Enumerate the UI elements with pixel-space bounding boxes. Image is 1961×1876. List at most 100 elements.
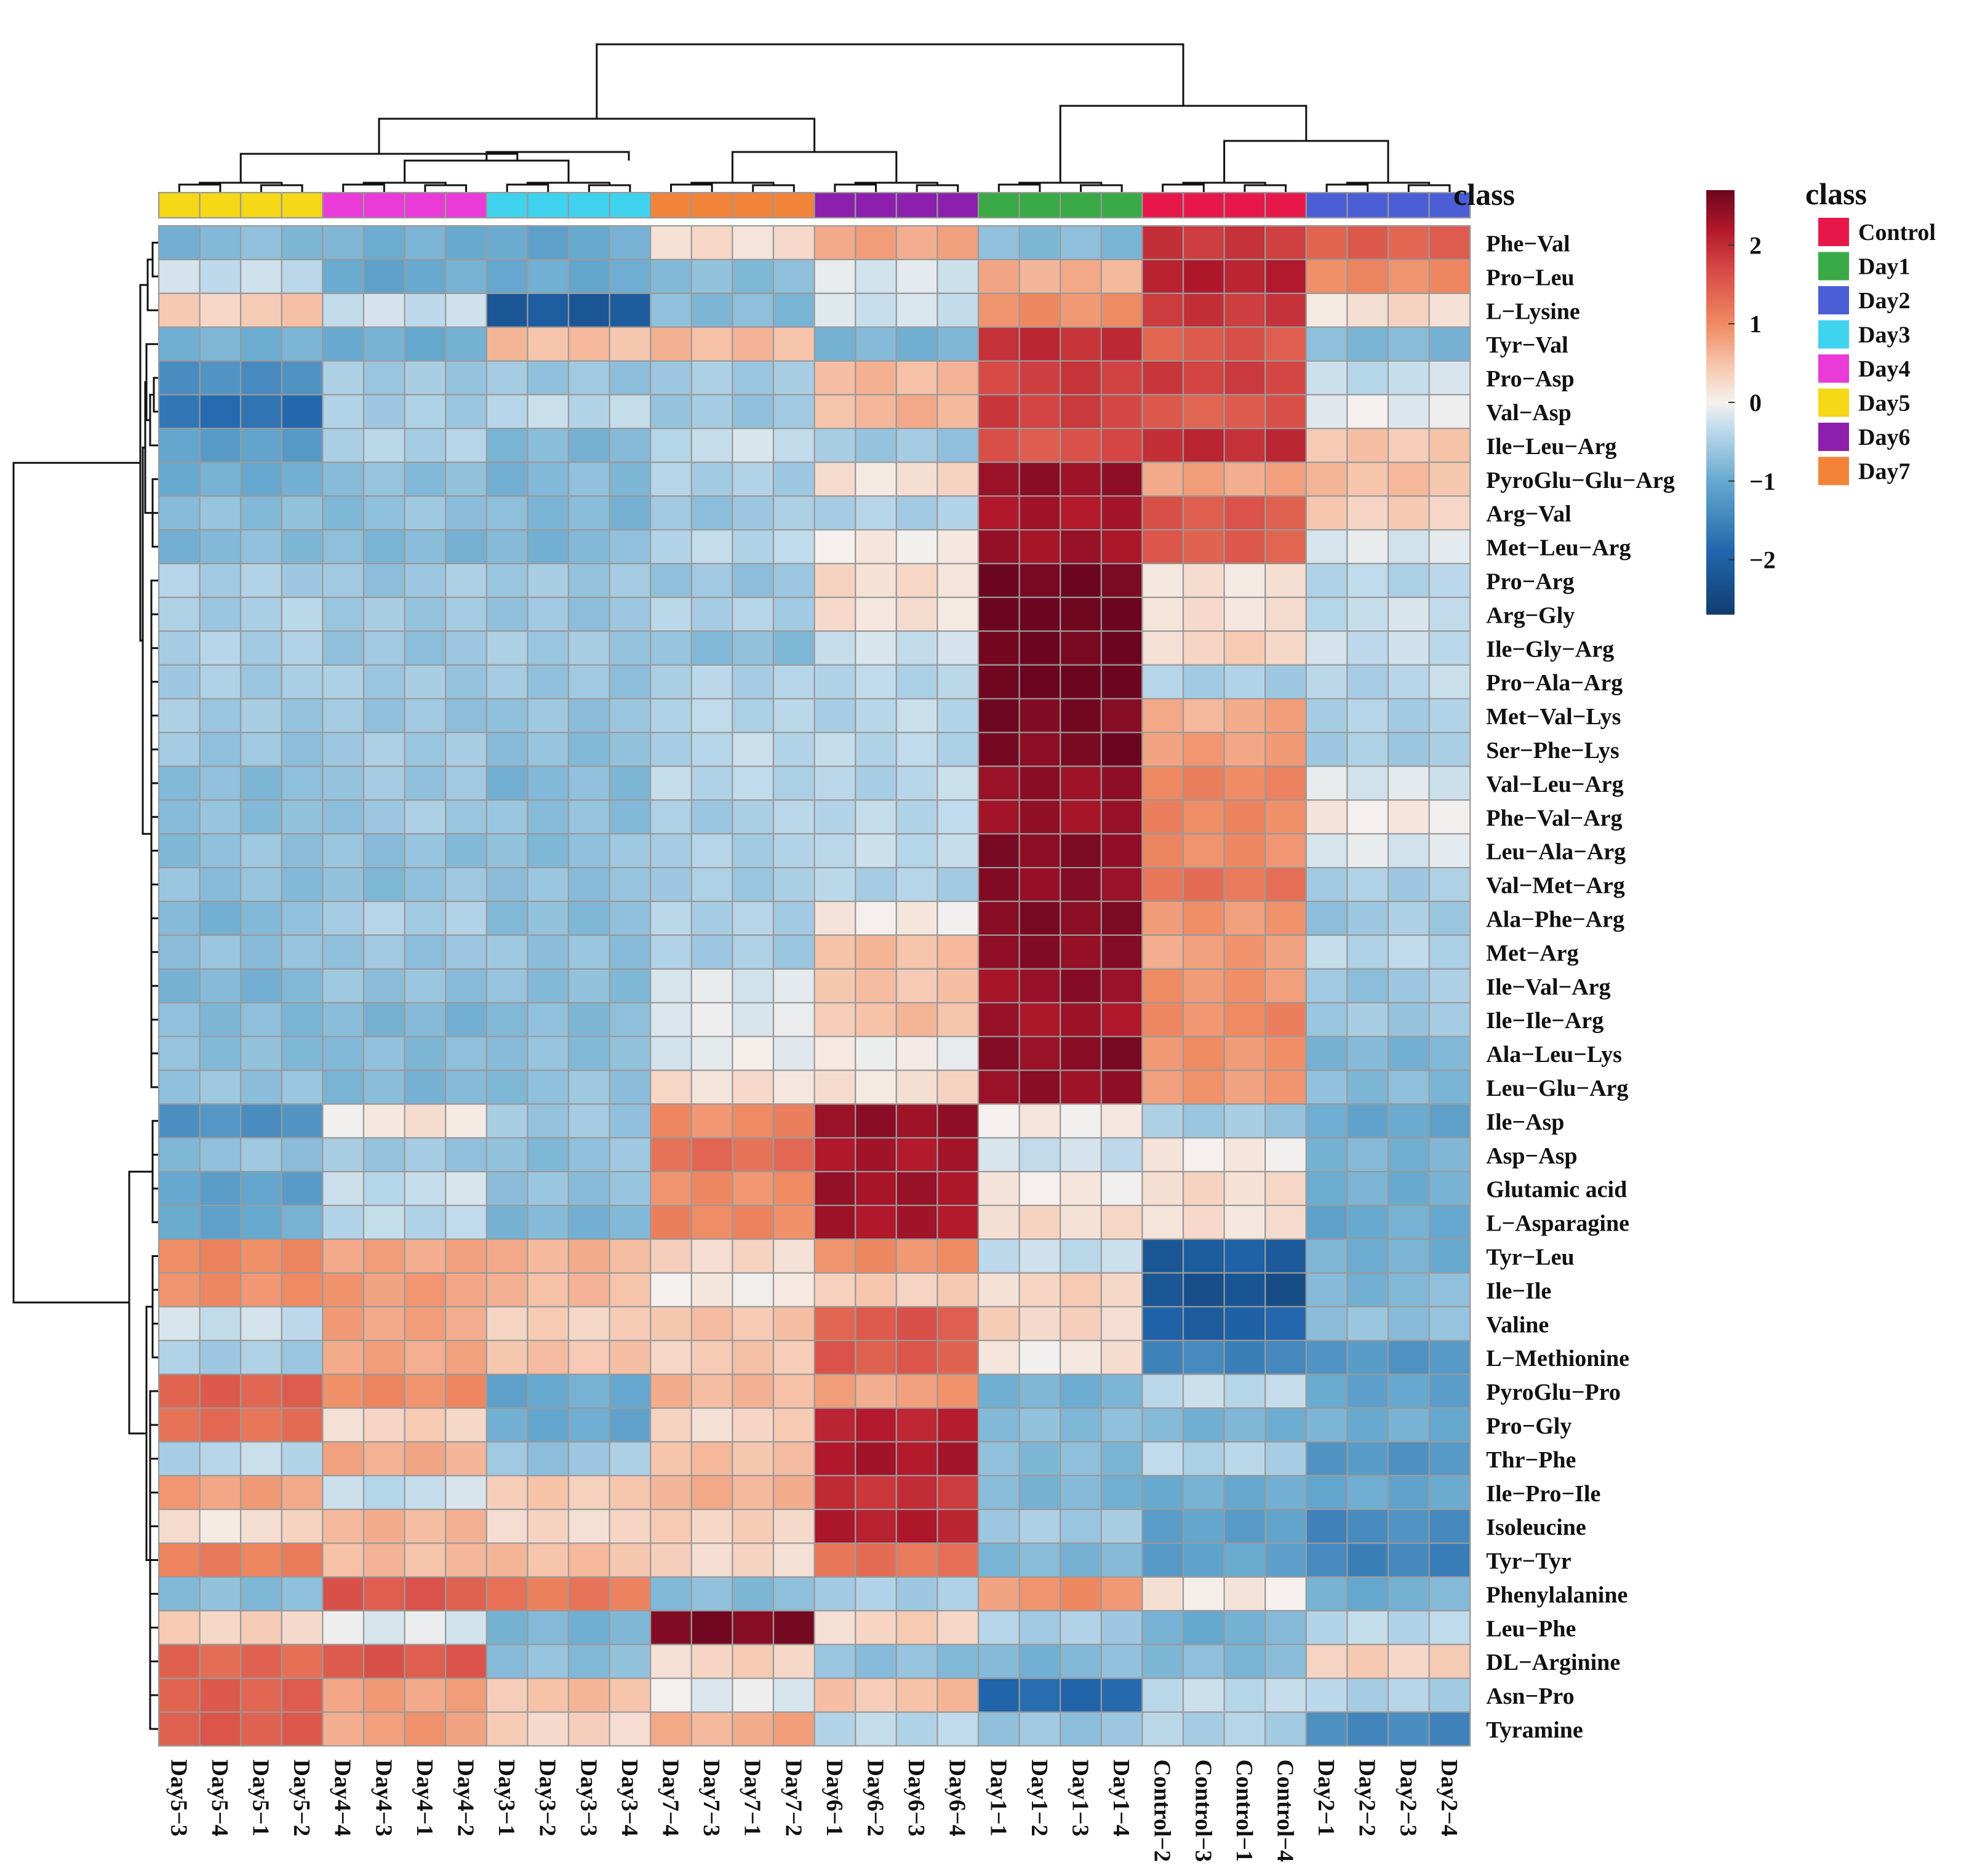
heatmap-cell bbox=[895, 292, 938, 328]
heatmap-cell bbox=[1141, 1677, 1184, 1713]
column-dendrogram-branch bbox=[834, 183, 877, 193]
heatmap-cell bbox=[1018, 1576, 1061, 1612]
class-annotation-cell bbox=[895, 191, 938, 219]
heatmap-cell bbox=[1182, 732, 1225, 767]
heatmap-cell bbox=[281, 360, 324, 396]
heatmap-cell bbox=[445, 596, 487, 632]
column-dendrogram-branch bbox=[506, 183, 549, 193]
heatmap-cell bbox=[1060, 394, 1102, 429]
heatmap-cell bbox=[445, 630, 487, 666]
heatmap-cell bbox=[937, 360, 980, 396]
heatmap-cell bbox=[445, 1576, 487, 1612]
heatmap-cell bbox=[1141, 394, 1184, 429]
column-dendrogram-branch bbox=[1080, 184, 1123, 193]
heatmap-cell bbox=[485, 1272, 529, 1307]
column-dendrogram-branch bbox=[260, 184, 303, 193]
heatmap-cell bbox=[813, 1677, 857, 1713]
heatmap-cell bbox=[1305, 1137, 1348, 1173]
heatmap-cell bbox=[1387, 1272, 1430, 1307]
heatmap-cell bbox=[772, 1069, 815, 1105]
heatmap-cell bbox=[322, 394, 365, 429]
heatmap-cell bbox=[322, 1576, 365, 1612]
heatmap-cell bbox=[732, 562, 775, 599]
heatmap-cell bbox=[772, 1137, 815, 1173]
heatmap-cell bbox=[322, 1137, 365, 1173]
heatmap-cell bbox=[1346, 1103, 1389, 1139]
column-label: Day3−4 bbox=[617, 1760, 642, 1837]
column-label: Day5−1 bbox=[248, 1760, 274, 1837]
heatmap-cell bbox=[1387, 732, 1430, 767]
heatmap-cell bbox=[1305, 461, 1348, 497]
heatmap-cell bbox=[567, 461, 610, 497]
heatmap-cell bbox=[240, 1002, 282, 1037]
heatmap-cell bbox=[404, 1407, 447, 1443]
class-annotation-cell bbox=[445, 191, 487, 219]
heatmap-cell bbox=[650, 1711, 692, 1747]
heatmap-cell bbox=[404, 1339, 447, 1375]
heatmap-cell bbox=[404, 664, 447, 700]
heatmap-cell bbox=[1100, 698, 1143, 733]
row-label: Val−Met−Arg bbox=[1486, 873, 1625, 899]
heatmap-cell bbox=[772, 1103, 815, 1139]
heatmap-cell bbox=[1100, 968, 1143, 1004]
class-annotation-cell bbox=[609, 191, 652, 219]
row-dendrogram-branch bbox=[139, 284, 148, 642]
heatmap-cell bbox=[1223, 360, 1266, 396]
heatmap-cell bbox=[1346, 698, 1389, 733]
heatmap-cell bbox=[895, 698, 938, 733]
heatmap-cell bbox=[485, 1069, 529, 1105]
heatmap-cell bbox=[158, 1576, 201, 1612]
heatmap-cell bbox=[1100, 1509, 1143, 1544]
heatmap-cell bbox=[199, 495, 242, 531]
heatmap-cell bbox=[1264, 1643, 1307, 1679]
heatmap-cell bbox=[1060, 495, 1102, 531]
heatmap-cell bbox=[977, 866, 1020, 903]
heatmap-cell bbox=[1060, 1643, 1102, 1679]
heatmap-cell bbox=[445, 1306, 487, 1341]
heatmap-cell bbox=[937, 1204, 980, 1240]
heatmap-cell bbox=[1428, 1677, 1471, 1713]
heatmap-cell bbox=[158, 698, 201, 733]
heatmap-cell bbox=[690, 1339, 733, 1375]
heatmap-cell bbox=[732, 630, 775, 666]
heatmap-cell bbox=[690, 1272, 733, 1307]
heatmap-cell bbox=[1264, 1509, 1307, 1544]
heatmap-cell bbox=[1387, 664, 1430, 700]
heatmap-cell bbox=[322, 1643, 365, 1679]
heatmap-cell bbox=[813, 1475, 857, 1511]
heatmap-cell bbox=[567, 833, 610, 869]
row-label: Tyr−Val bbox=[1486, 332, 1568, 358]
heatmap-cell bbox=[158, 495, 201, 531]
heatmap-cell bbox=[322, 596, 365, 632]
column-label: Day3−3 bbox=[575, 1760, 601, 1837]
heatmap-cell bbox=[650, 225, 692, 261]
heatmap-cell bbox=[1264, 1137, 1307, 1173]
heatmap-cell bbox=[1100, 1103, 1143, 1139]
heatmap-cell bbox=[977, 1002, 1020, 1037]
class-annotation-cell bbox=[240, 191, 282, 219]
column-label: Day4−2 bbox=[453, 1760, 479, 1837]
heatmap-cell bbox=[690, 934, 733, 970]
heatmap-cell bbox=[1428, 900, 1471, 936]
heatmap-cell bbox=[1141, 326, 1184, 362]
heatmap-cell bbox=[1223, 258, 1266, 294]
heatmap-cell bbox=[158, 664, 201, 700]
heatmap-cell bbox=[322, 799, 365, 835]
heatmap-cell bbox=[1060, 1543, 1102, 1578]
heatmap-cell bbox=[158, 1036, 201, 1071]
heatmap-cell bbox=[404, 1711, 447, 1747]
heatmap-cell bbox=[609, 292, 652, 328]
heatmap-cell bbox=[1305, 1643, 1348, 1679]
heatmap-cell bbox=[1223, 596, 1266, 632]
heatmap-cell bbox=[1264, 428, 1307, 463]
heatmap-cell bbox=[445, 1171, 487, 1207]
heatmap-cell bbox=[485, 225, 529, 261]
heatmap-cell bbox=[485, 428, 529, 463]
heatmap-cell bbox=[609, 1036, 652, 1071]
heatmap-cell bbox=[485, 1238, 529, 1274]
heatmap-cell bbox=[1141, 1069, 1184, 1105]
heatmap-cell bbox=[895, 866, 938, 903]
heatmap-cell bbox=[690, 428, 733, 463]
heatmap-cell bbox=[445, 1407, 487, 1443]
heatmap-cell bbox=[609, 495, 652, 531]
